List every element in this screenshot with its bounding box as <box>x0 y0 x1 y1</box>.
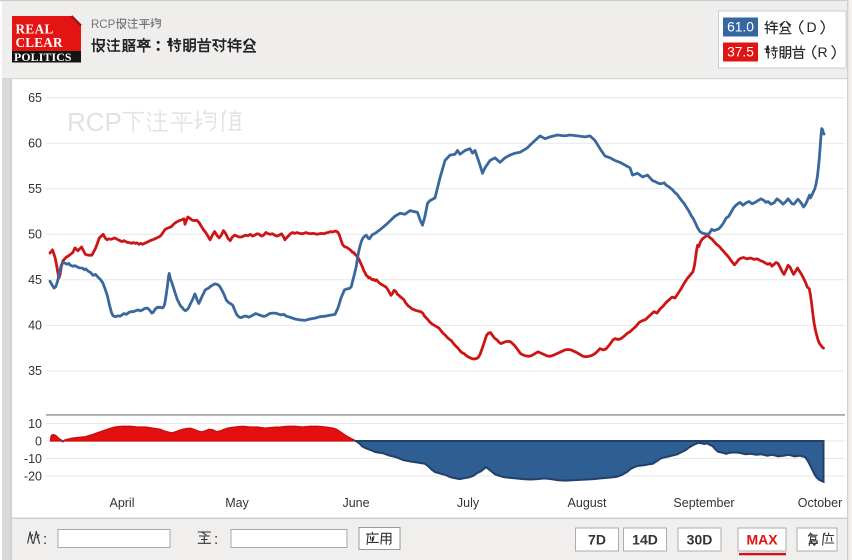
svg-text:0: 0 <box>35 434 42 448</box>
svg-text:-20: -20 <box>24 469 42 483</box>
svg-text:R: R <box>818 44 828 60</box>
svg-text:CLEAR: CLEAR <box>16 35 63 50</box>
svg-text:September: September <box>673 496 734 510</box>
svg-text:50: 50 <box>28 228 42 242</box>
svg-text:14D: 14D <box>632 532 658 548</box>
svg-text:35: 35 <box>28 364 42 378</box>
svg-text:60: 60 <box>28 137 42 151</box>
svg-text:October: October <box>798 496 842 510</box>
svg-text:August: August <box>568 496 607 510</box>
svg-text:40: 40 <box>28 319 42 333</box>
svg-text:10: 10 <box>28 417 42 431</box>
svg-text:June: June <box>342 496 369 510</box>
svg-text::: : <box>43 531 47 548</box>
svg-text:POLITICS: POLITICS <box>14 50 72 64</box>
svg-text:55: 55 <box>28 182 42 196</box>
svg-text:7D: 7D <box>588 532 606 548</box>
svg-text:May: May <box>225 496 249 510</box>
svg-text:REAL: REAL <box>16 22 54 37</box>
svg-text:37.5: 37.5 <box>727 45 754 60</box>
svg-text:-10: -10 <box>24 452 42 466</box>
svg-text:July: July <box>457 496 480 510</box>
svg-text:30D: 30D <box>687 532 713 548</box>
svg-text:45: 45 <box>28 273 42 287</box>
svg-text:April: April <box>109 496 134 510</box>
svg-text:D: D <box>807 19 817 35</box>
svg-text:61.0: 61.0 <box>727 20 754 35</box>
svg-text::: : <box>214 531 218 548</box>
svg-text:65: 65 <box>28 91 42 105</box>
svg-text:MAX: MAX <box>746 532 778 548</box>
svg-text:RCP: RCP <box>67 107 122 137</box>
svg-text:RCP: RCP <box>91 19 116 31</box>
